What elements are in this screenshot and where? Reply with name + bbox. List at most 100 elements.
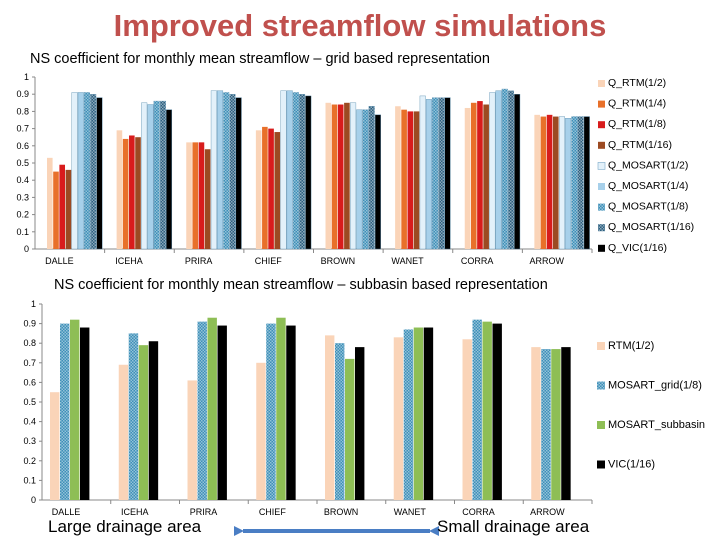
bar-pattern-overlay — [362, 109, 369, 250]
x-category-label: ARROW — [530, 507, 565, 517]
bar-wanet-2 — [413, 327, 424, 500]
bar-iceha-4 — [141, 102, 148, 250]
legend-swatch — [597, 342, 605, 350]
legend-label: MOSART_subbasin — [608, 419, 705, 431]
bar-wanet-1 — [401, 109, 407, 250]
footer-large-drainage: Large drainage area — [48, 517, 202, 536]
x-category-label: ICEHA — [115, 256, 143, 266]
slide-title: Improved streamflow simulations — [113, 8, 607, 43]
bar-pattern-overlay — [432, 97, 438, 249]
bar-pattern-overlay — [501, 89, 508, 249]
footer-small-drainage: Small drainage area — [437, 517, 590, 536]
bar-dalle-3 — [80, 327, 90, 500]
bar-pattern-overlay — [266, 323, 276, 500]
bar-dalle-8 — [96, 97, 103, 250]
bar-brown-0 — [325, 102, 332, 249]
bar-corra-8 — [514, 93, 521, 250]
bar-chief-0 — [256, 362, 266, 500]
bar-pattern-overlay — [293, 92, 299, 249]
chart2-title: NS coefficient for monthly mean streamfl… — [54, 277, 548, 293]
y-tick-label: 0.5 — [23, 397, 36, 407]
legend-label: Q_MOSART(1/2) — [608, 159, 688, 171]
bar-corra-1 — [470, 102, 477, 249]
y-tick-label: 0.9 — [23, 319, 36, 329]
y-tick-label: 0.1 — [16, 227, 29, 237]
x-category-label: CHIEF — [259, 507, 287, 517]
bar-corra-2 — [477, 101, 483, 249]
bar-pattern-overlay — [472, 319, 482, 500]
bar-pattern-overlay — [571, 116, 578, 249]
x-category-label: WANET — [391, 256, 424, 266]
x-category-label: PRIRA — [190, 507, 218, 517]
bar-wanet-5 — [425, 99, 432, 250]
bar-wanet-2 — [407, 111, 414, 250]
bar-iceha-5 — [147, 104, 154, 250]
bar-chief-3 — [286, 325, 296, 500]
bar-prira-3 — [204, 149, 211, 249]
bar-arrow-0 — [534, 114, 540, 249]
legend-swatch — [597, 421, 605, 429]
bar-iceha-2 — [129, 135, 135, 249]
y-tick-label: 0.7 — [23, 358, 36, 368]
y-tick-label: 0.3 — [16, 192, 29, 202]
legend-label: Q_RTM(1/8) — [608, 118, 666, 130]
bar-dalle-0 — [50, 392, 60, 500]
bar-chief-1 — [262, 126, 268, 249]
y-tick-label: 1 — [31, 299, 36, 309]
y-tick-label: 1 — [24, 72, 29, 82]
bar-chief-8 — [305, 95, 312, 250]
bar-pattern-overlay — [508, 90, 514, 249]
bar-arrow-3 — [561, 347, 571, 500]
bar-pattern-overlay — [84, 92, 90, 249]
bar-dalle-0 — [47, 157, 53, 249]
legend-swatch — [597, 460, 605, 469]
chart-grid-based: 0 0.1 0.2 0.3 0.4 0.5 0.6 0.7 0.8 0.9 1 DALLE ICEHA P… — [16, 72, 694, 266]
bar-chief-3 — [274, 132, 281, 249]
legend-label: Q_MOSART(1/4) — [608, 180, 688, 192]
bar-corra-5 — [495, 90, 502, 250]
bar-brown-8 — [374, 114, 381, 250]
y-tick-label: 0 — [24, 244, 29, 254]
bar-brown-5 — [356, 109, 363, 250]
bar-wanet-3 — [423, 327, 434, 500]
legend-label: RTM(1/2) — [608, 340, 654, 352]
legend-label: Q_RTM(1/2) — [608, 77, 666, 89]
bar-brown-2 — [337, 104, 344, 250]
bar-pattern-overlay — [60, 323, 70, 500]
bar-chief-4 — [280, 90, 287, 250]
bar-pattern-overlay — [335, 343, 345, 500]
legend-label: Q_MOSART(1/16) — [608, 221, 694, 233]
chart1-title: NS coefficient for monthly mean streamfl… — [30, 51, 490, 67]
x-category-label: DALLE — [45, 256, 74, 266]
legend-label: MOSART_grid(1/8) — [608, 380, 702, 392]
y-tick-label: 0.7 — [16, 124, 29, 134]
y-tick-label: 0.6 — [16, 141, 29, 151]
legend-label: Q_RTM(1/4) — [608, 98, 666, 110]
bar-arrow-5 — [565, 118, 572, 250]
bar-dalle-5 — [77, 92, 84, 250]
legend-swatch-pattern — [598, 203, 605, 211]
bar-brown-3 — [344, 102, 350, 249]
bar-dalle-2 — [70, 319, 80, 500]
bar-iceha-0 — [116, 130, 123, 249]
bar-iceha-3 — [148, 341, 159, 500]
y-tick-label: 0.4 — [16, 175, 29, 185]
bar-corra-0 — [464, 107, 471, 250]
chart-subbasin-based: 0 0.1 0.2 0.3 0.4 0.5 0.6 0.7 0.8 0.9 1 DALLE ICEHA P… — [23, 299, 705, 517]
legend-swatch-pattern — [598, 224, 605, 232]
x-category-label: ARROW — [529, 256, 564, 266]
bar-prira-8 — [235, 97, 242, 250]
bar-corra-3 — [492, 323, 502, 500]
bar-wanet-8 — [444, 97, 451, 250]
bar-prira-0 — [187, 380, 197, 500]
bar-chief-2 — [268, 128, 274, 249]
bar-iceha-0 — [118, 364, 129, 500]
legend-label: VIC(1/16) — [608, 459, 655, 471]
y-tick-label: 0.5 — [16, 158, 29, 168]
bar-prira-2 — [198, 142, 205, 249]
x-category-label: CHIEF — [255, 256, 283, 266]
x-category-label: CORRA — [461, 256, 494, 266]
y-tick-label: 0.9 — [16, 89, 29, 99]
legend-swatch — [598, 121, 605, 129]
bar-pattern-overlay — [368, 106, 375, 250]
